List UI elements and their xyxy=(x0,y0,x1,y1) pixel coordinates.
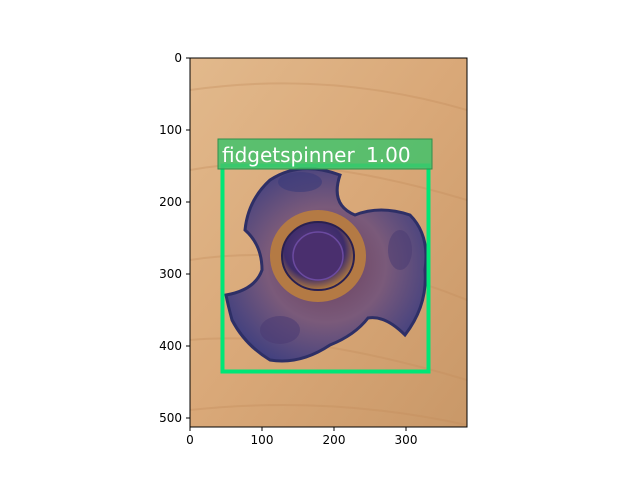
x-tick-label: 100 xyxy=(251,433,274,447)
photo xyxy=(190,58,467,427)
x-axis: 0 100 200 300 xyxy=(186,427,417,447)
fidget-spinner xyxy=(224,167,428,363)
y-axis: 0 100 200 300 400 500 xyxy=(159,51,190,425)
axes-frame xyxy=(189,57,468,428)
y-tick-label: 400 xyxy=(159,339,182,353)
y-tick-label: 100 xyxy=(159,123,182,137)
y-tick-label: 500 xyxy=(159,411,182,425)
x-tick-label: 300 xyxy=(395,433,418,447)
y-tick-label: 200 xyxy=(159,195,182,209)
x-tick-label: 0 xyxy=(186,433,194,447)
x-tick-label: 200 xyxy=(323,433,346,447)
detection-label: fidgetspinner 1.00 xyxy=(222,143,411,167)
spinner-cap xyxy=(292,231,344,281)
y-tick-label: 0 xyxy=(174,51,182,65)
spinner-arm-hole-bottom xyxy=(260,316,300,344)
detection-label-background xyxy=(217,138,433,170)
spinner-arm-hole-right xyxy=(388,230,412,270)
y-tick-label: 300 xyxy=(159,267,182,281)
spinner-arm-hole-top xyxy=(278,172,322,192)
